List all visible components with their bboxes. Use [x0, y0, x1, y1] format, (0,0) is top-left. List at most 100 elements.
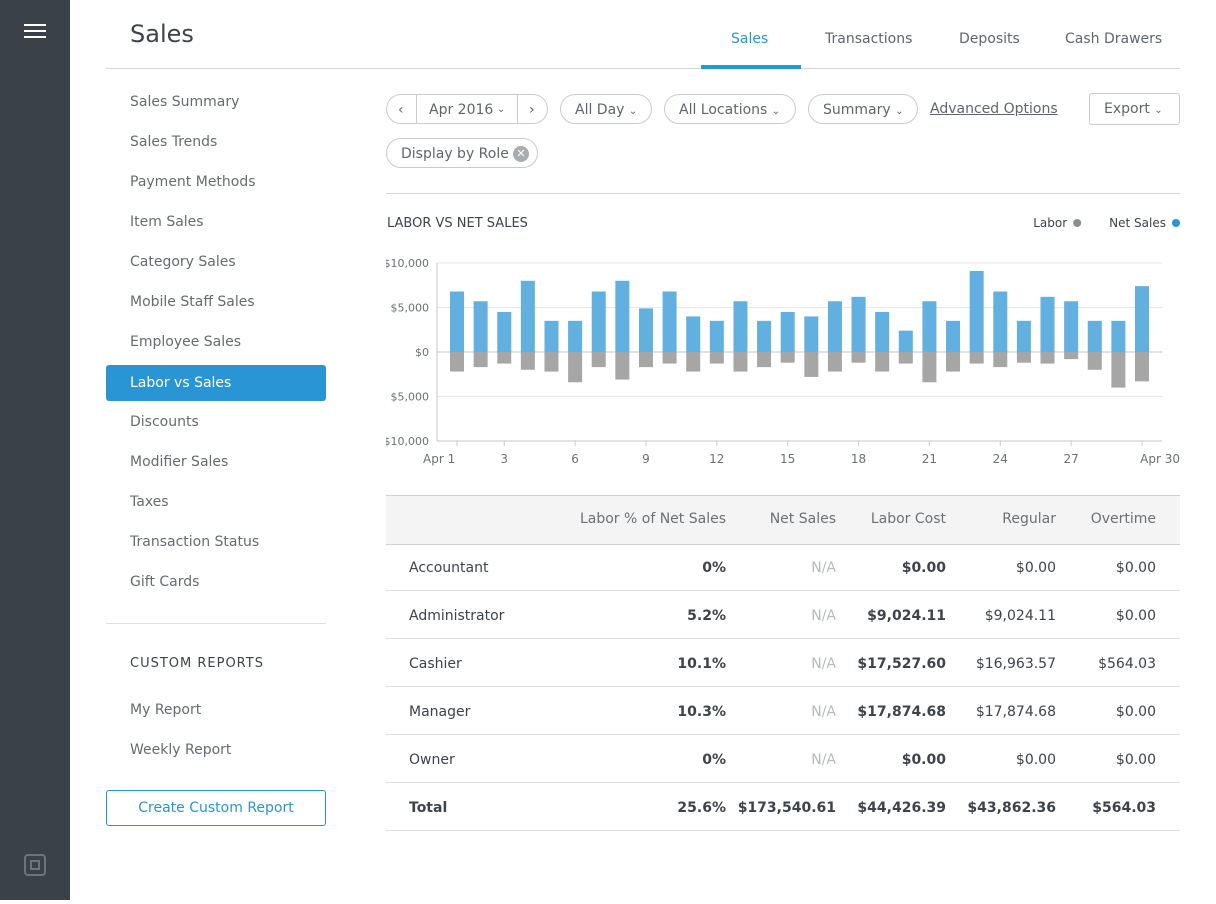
bar: [993, 352, 1008, 368]
nav-item[interactable]: Transaction Status: [130, 534, 260, 550]
nav-item[interactable]: Gift Cards: [130, 574, 200, 590]
nav-item[interactable]: Taxes: [130, 494, 169, 510]
bar: [450, 352, 464, 372]
report-item[interactable]: Weekly Report: [130, 742, 232, 758]
export-label: Export: [1104, 101, 1150, 117]
advanced-options-link[interactable]: Advanced Options: [930, 101, 1058, 117]
bar: [686, 316, 701, 352]
cell: $0.00: [901, 560, 946, 576]
date-picker[interactable]: ‹ Apr 2016 ⌄ ›: [386, 94, 548, 124]
tab[interactable]: Cash Drawers: [1065, 31, 1163, 47]
custom-reports-heading: CUSTOM REPORTS: [130, 656, 264, 671]
nav-item[interactable]: Category Sales: [130, 254, 236, 270]
divider: [416, 94, 417, 124]
cell: N/A: [811, 608, 836, 624]
menu-button[interactable]: [24, 24, 46, 38]
bar: [946, 352, 961, 372]
bar: [1016, 320, 1031, 352]
bar: [473, 352, 488, 368]
bar: [733, 301, 748, 352]
x-tick-label: Apr 30: [1140, 452, 1180, 466]
cell: 10.1%: [677, 656, 726, 672]
chevron: ⌄: [497, 104, 506, 115]
bar: [1135, 352, 1149, 382]
cell: $564.03: [1098, 656, 1156, 672]
y-tick-label: $10,000: [386, 257, 429, 270]
report-item[interactable]: My Report: [130, 702, 202, 718]
view-label: Summary: [823, 102, 891, 118]
bar: [898, 352, 913, 364]
bar: [1016, 352, 1031, 363]
divider: [517, 94, 518, 124]
next-icon[interactable]: ›: [529, 102, 535, 118]
bar: [591, 291, 606, 352]
chevron: ⌄: [1154, 105, 1163, 116]
bar: [875, 311, 890, 352]
cell: $0.00: [1115, 560, 1156, 576]
cell: N/A: [811, 656, 836, 672]
nav-item[interactable]: Mobile Staff Sales: [130, 294, 255, 310]
bar: [638, 308, 653, 352]
column-header: Regular: [1002, 511, 1056, 527]
row-label: Accountant: [409, 560, 489, 576]
create-report-button[interactable]: Create Custom Report: [106, 790, 326, 826]
row-label: Total: [409, 800, 448, 816]
role-chip[interactable]: Display by Role ✕: [386, 138, 538, 168]
bar: [898, 330, 913, 352]
bar: [709, 320, 724, 352]
bar: [568, 352, 583, 383]
x-tick-label: 15: [780, 452, 795, 466]
row-label: Manager: [409, 704, 471, 720]
bar: [827, 352, 842, 372]
cell: $17,874.68: [975, 704, 1056, 720]
y-tick-label: $0: [415, 346, 429, 359]
bar: [662, 291, 677, 352]
tab[interactable]: Transactions: [825, 31, 913, 47]
nav-item[interactable]: Employee Sales: [130, 334, 242, 350]
view-filter[interactable]: Summary ⌄: [808, 94, 918, 124]
date-label: Apr 2016: [429, 102, 494, 118]
row-label: Cashier: [409, 656, 462, 672]
nav-item[interactable]: Item Sales: [130, 214, 204, 230]
location-label: All Locations: [679, 102, 768, 118]
nav-item[interactable]: Sales Summary: [130, 94, 240, 110]
bar: [1111, 320, 1126, 352]
cell: 25.6%: [677, 800, 726, 816]
row-rule: [386, 590, 1180, 591]
tab[interactable]: Sales: [731, 31, 769, 47]
cell: $43,862.36: [967, 800, 1056, 816]
nav-item[interactable]: Labor vs Sales: [106, 365, 326, 401]
x-tick-label: Apr 1: [423, 452, 455, 466]
nav-item[interactable]: Sales Trends: [130, 134, 218, 150]
bar: [804, 316, 819, 352]
bar: [709, 352, 724, 364]
cell: N/A: [811, 704, 836, 720]
sidebar-rule: [106, 623, 326, 624]
cell: $564.03: [1092, 800, 1156, 816]
remove-chip[interactable]: ✕: [513, 146, 529, 162]
bar: [1087, 352, 1102, 370]
nav-item[interactable]: Discounts: [130, 414, 199, 430]
cell: 0%: [702, 560, 726, 576]
bar: [780, 352, 795, 363]
bar: [922, 352, 937, 383]
bar: [615, 352, 630, 380]
table-header: [386, 495, 1180, 545]
y-tick-label: $10,000: [386, 435, 429, 448]
nav-item[interactable]: Payment Methods: [130, 174, 256, 190]
bar: [615, 280, 630, 352]
location-filter[interactable]: All Locations ⌄: [664, 94, 796, 124]
bar: [827, 301, 842, 352]
bar: [1040, 352, 1055, 364]
nav-item[interactable]: Modifier Sales: [130, 454, 229, 470]
time-filter[interactable]: All Day ⌄: [560, 94, 652, 124]
tab[interactable]: Deposits: [959, 31, 1020, 47]
export-button[interactable]: Export ⌄: [1089, 93, 1180, 125]
bar: [804, 352, 819, 377]
x-tick-label: 24: [993, 452, 1008, 466]
header-rule: [106, 68, 1180, 69]
bar: [1064, 352, 1079, 360]
filters-rule: [386, 193, 1180, 194]
prev-icon[interactable]: ‹: [398, 102, 404, 118]
